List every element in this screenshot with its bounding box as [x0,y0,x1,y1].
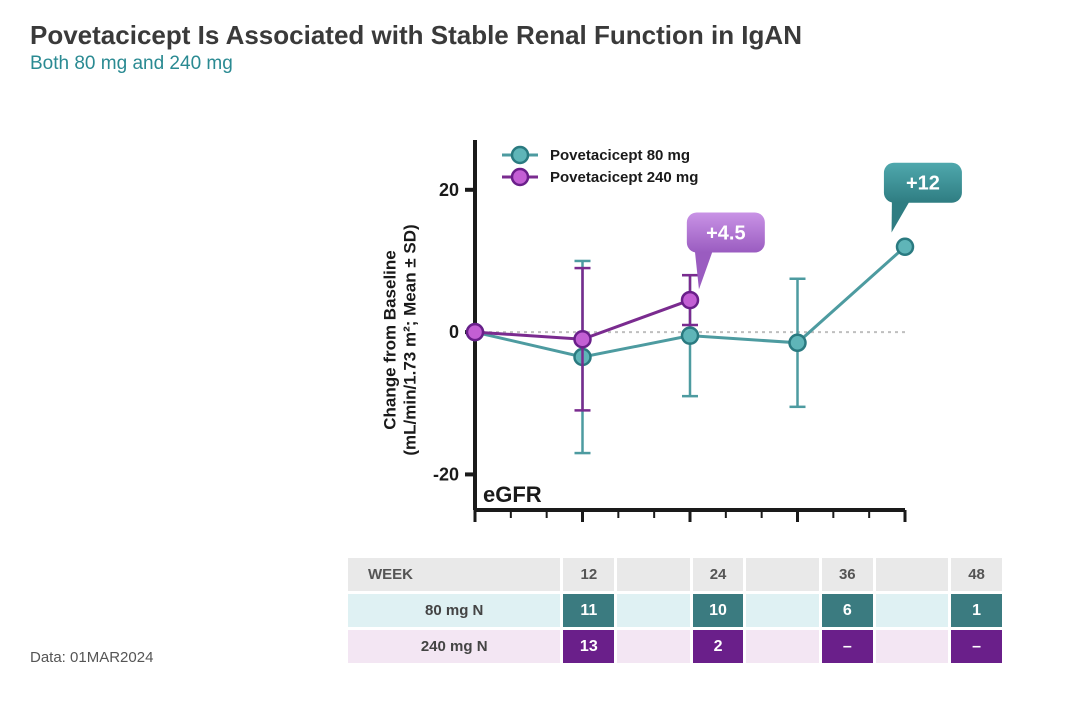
n-cell: 13 [562,629,616,665]
n-cell: – [820,629,874,665]
n-cell: 6 [820,593,874,629]
week-col: 36 [820,557,874,593]
svg-text:eGFR: eGFR [483,482,542,507]
table-row-header: WEEK 12 24 36 48 [347,557,1004,593]
n-cell: 10 [691,593,745,629]
n-cell: 1 [950,593,1004,629]
page-title: Povetacicept Is Associated with Stable R… [30,20,1035,51]
row-80-label: 80 mg N [347,593,562,629]
svg-text:-20: -20 [433,464,459,484]
row-240-label: 240 mg N [347,629,562,665]
table-row-80mg: 80 mg N 11 10 6 1 [347,593,1004,629]
svg-text:+12: +12 [906,173,940,195]
svg-text:+4.5: +4.5 [706,223,745,245]
y-axis-label: Change from Baseline (mL/min/1.73 m²; Me… [381,224,421,455]
week-col: 12 [562,557,616,593]
svg-text:Povetacicept 80 mg: Povetacicept 80 mg [550,147,690,164]
data-date-footer: Data: 01MAR2024 [30,649,153,666]
n-cell: 2 [691,629,745,665]
n-table: WEEK 12 24 36 48 80 mg N 11 10 6 1 240 m… [345,555,1005,666]
svg-text:0: 0 [449,322,459,342]
svg-text:Povetacicept 240 mg: Povetacicept 240 mg [550,169,698,186]
week-col: 24 [691,557,745,593]
svg-text:20: 20 [439,180,459,200]
week-header-label: WEEK [347,557,562,593]
page-subtitle: Both 80 mg and 240 mg [30,53,1035,75]
chart-svg: -20 0 20 eGFR +4.5 +12 Povetacicept 80 mg Povet… [345,120,1005,550]
egfr-chart: Change from Baseline (mL/min/1.73 m²; Me… [345,120,1005,555]
table-row-240mg: 240 mg N 13 2 – – [347,629,1004,665]
week-col: 48 [950,557,1004,593]
n-cell: 11 [562,593,616,629]
n-cell: – [950,629,1004,665]
